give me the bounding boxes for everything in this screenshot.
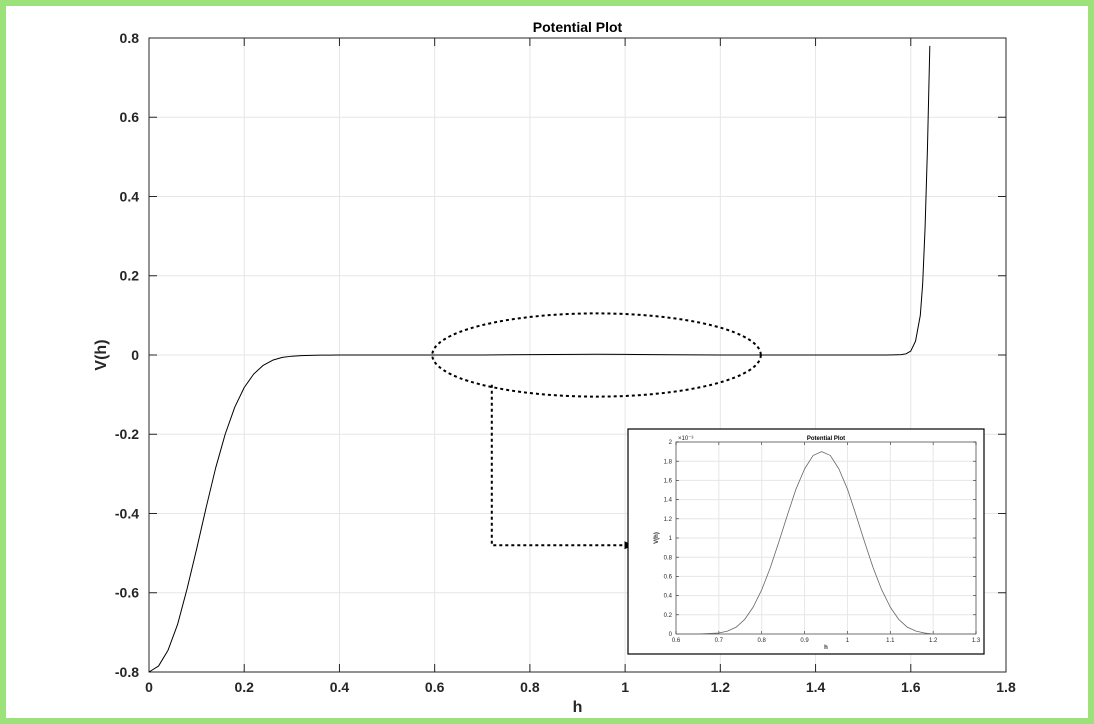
main-x-tick-label: 1.4 xyxy=(806,679,826,695)
inset-series-line-0 xyxy=(676,451,976,635)
main-x-tick-label: 1.6 xyxy=(901,679,921,695)
main-y-tick-label: -0.2 xyxy=(115,426,139,442)
inset-exponent-label: ×10⁻³ xyxy=(678,436,693,442)
main-x-tick-label: 0 xyxy=(145,679,153,695)
inset-x-tick-label: 0.7 xyxy=(715,638,724,644)
inset-y-axis-label: V(h) xyxy=(654,532,660,544)
zoom-ellipse xyxy=(431,312,762,398)
main-series-line-0 xyxy=(148,45,931,673)
inset-axes-box xyxy=(675,441,977,635)
inset-y-tick-label: 0 xyxy=(669,632,673,638)
inset-y-tick-label: 1.4 xyxy=(664,498,673,504)
inset-y-tick-label: 0.2 xyxy=(664,613,673,619)
inset-y-tick-label: 2 xyxy=(669,440,673,446)
inset-x-axis-label: h xyxy=(824,645,828,651)
inset-x-tick-label: 1 xyxy=(846,638,850,644)
inset-x-tick-label: 1.3 xyxy=(972,638,981,644)
inset-x-tick-label: 0.9 xyxy=(800,638,809,644)
main-y-tick-label: -0.6 xyxy=(115,585,139,601)
main-chart-title: Potential Plot xyxy=(533,19,623,35)
inset-x-tick-label: 1.2 xyxy=(929,638,938,644)
main-y-axis-label: V(h) xyxy=(93,339,110,370)
inset-x-tick-label: 1.1 xyxy=(886,638,895,644)
inset-y-tick-label: 1.2 xyxy=(664,517,673,523)
inset-chart-background xyxy=(627,428,985,655)
inset-x-tick-label: 0.8 xyxy=(758,638,767,644)
inset-y-tick-label: 0.6 xyxy=(664,575,673,581)
main-y-tick-label: 0 xyxy=(131,347,139,363)
main-y-tick-label: -0.8 xyxy=(115,664,139,680)
main-y-tick-label: 0.2 xyxy=(120,268,140,284)
main-axes-box xyxy=(148,37,1007,673)
main-x-tick-label: 0.8 xyxy=(520,679,540,695)
main-x-tick-label: 0.2 xyxy=(234,679,254,695)
figure-panel: 0 0.2 0.4 0.6 0.8 1 1.2 1.4 1.6 1.8 -0.8 -0.6 -0.4 -0… xyxy=(6,6,1088,718)
main-x-axis-label: h xyxy=(573,699,583,716)
potential-plot-figure: 0 0.2 0.4 0.6 0.8 1 1.2 1.4 1.6 1.8 -0.8 -0.6 -0.4 -0… xyxy=(93,19,1016,716)
inset-x-tick-label: 0.6 xyxy=(672,638,681,644)
main-y-tick-label: 0.6 xyxy=(120,109,140,125)
inset-chart: 0.6 0.7 0.8 0.9 1 1.1 1.2 1.3 0 0.2 0.4 0.6 0.8 1 1.2 1… xyxy=(627,428,985,655)
main-chart: 0 0.2 0.4 0.6 0.8 1 1.2 1.4 1.6 1.8 -0.8 -0.6 -0.4 -0… xyxy=(93,19,1016,716)
main-x-tick-label: 0.4 xyxy=(330,679,350,695)
main-x-tick-label: 1 xyxy=(621,679,629,695)
main-y-tick-label: 0.8 xyxy=(120,30,140,46)
inset-chart-title: Potential Plot xyxy=(807,436,845,442)
main-x-tick-label: 0.6 xyxy=(425,679,445,695)
main-y-tick-label: -0.4 xyxy=(115,505,139,521)
inset-y-tick-label: 0.8 xyxy=(664,555,673,561)
inset-y-tick-label: 1 xyxy=(669,536,673,542)
main-x-tick-label: 1.2 xyxy=(711,679,731,695)
inset-y-tick-label: 1.6 xyxy=(664,479,673,485)
zoom-arrow-line xyxy=(490,384,628,547)
inset-y-tick-label: 1.8 xyxy=(664,459,673,465)
inset-y-tick-label: 0.4 xyxy=(664,594,673,600)
main-y-tick-label: 0.4 xyxy=(120,188,140,204)
main-x-tick-label: 1.8 xyxy=(996,679,1016,695)
